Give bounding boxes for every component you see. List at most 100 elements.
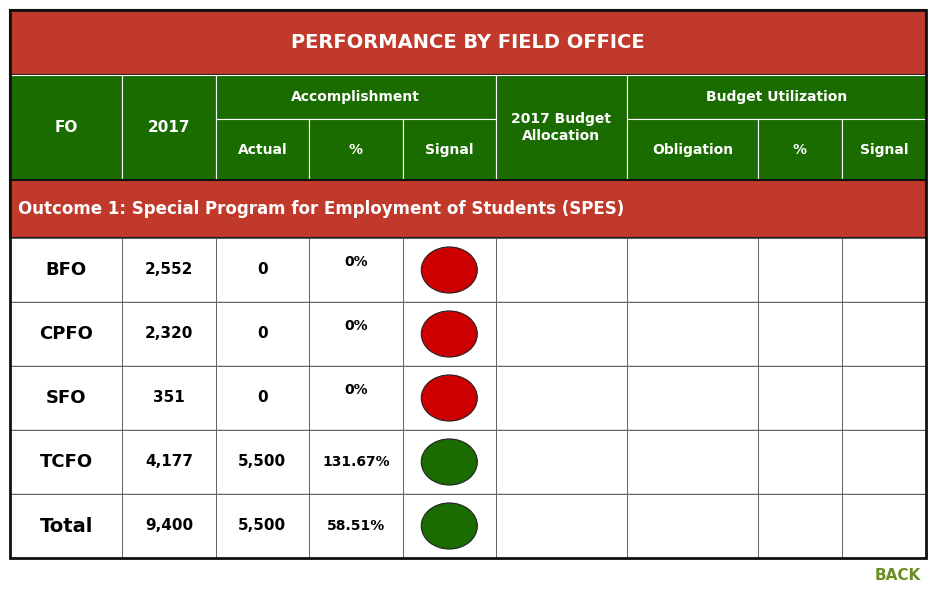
Bar bbox=[496, 430, 627, 494]
Bar bbox=[309, 238, 402, 302]
Bar bbox=[309, 494, 402, 558]
Bar bbox=[215, 430, 309, 494]
Bar bbox=[123, 366, 215, 430]
Text: Signal: Signal bbox=[425, 143, 474, 157]
Text: %: % bbox=[349, 143, 363, 157]
Bar bbox=[10, 238, 926, 302]
Text: 0%: 0% bbox=[344, 319, 368, 333]
Bar bbox=[10, 10, 926, 75]
Bar bbox=[215, 302, 309, 366]
Text: 351: 351 bbox=[153, 390, 184, 406]
Bar bbox=[10, 180, 926, 238]
Bar bbox=[496, 494, 627, 558]
Bar bbox=[123, 75, 215, 180]
Ellipse shape bbox=[421, 375, 477, 421]
Bar bbox=[123, 430, 215, 494]
Text: Actual: Actual bbox=[238, 143, 287, 157]
Bar bbox=[758, 430, 841, 494]
Bar bbox=[496, 75, 627, 180]
Bar bbox=[10, 75, 926, 180]
Bar bbox=[496, 302, 627, 366]
Ellipse shape bbox=[421, 311, 477, 357]
Bar bbox=[841, 302, 926, 366]
Bar bbox=[215, 494, 309, 558]
Text: 0%: 0% bbox=[344, 255, 368, 269]
Bar bbox=[402, 238, 496, 302]
Bar bbox=[402, 366, 496, 430]
Text: 5,500: 5,500 bbox=[239, 518, 286, 534]
Bar bbox=[123, 302, 215, 366]
Ellipse shape bbox=[421, 247, 477, 293]
Bar bbox=[758, 119, 841, 180]
Bar bbox=[627, 119, 758, 180]
Bar bbox=[758, 302, 841, 366]
Bar bbox=[402, 430, 496, 494]
Bar bbox=[841, 75, 926, 180]
Bar bbox=[758, 238, 841, 302]
Bar bbox=[841, 430, 926, 494]
Text: FO: FO bbox=[54, 120, 78, 135]
Bar bbox=[10, 238, 123, 302]
Bar bbox=[10, 430, 123, 494]
Text: CPFO: CPFO bbox=[39, 325, 93, 343]
Bar bbox=[309, 430, 402, 494]
Text: 2017: 2017 bbox=[148, 120, 190, 135]
Bar bbox=[309, 366, 402, 430]
Bar bbox=[309, 75, 402, 180]
Bar bbox=[10, 494, 926, 558]
Bar bbox=[627, 238, 758, 302]
Bar bbox=[402, 494, 496, 558]
Text: Signal: Signal bbox=[859, 143, 908, 157]
Bar bbox=[215, 75, 496, 119]
Text: Budget Utilization: Budget Utilization bbox=[706, 90, 847, 104]
Text: BACK: BACK bbox=[875, 567, 921, 583]
Text: 2017 Budget
Allocation: 2017 Budget Allocation bbox=[511, 113, 611, 143]
Bar bbox=[627, 75, 758, 180]
Text: 58.51%: 58.51% bbox=[327, 519, 385, 533]
Bar bbox=[309, 119, 402, 180]
Bar bbox=[123, 238, 215, 302]
Text: Accomplishment: Accomplishment bbox=[291, 90, 420, 104]
Bar bbox=[402, 75, 496, 180]
Bar bbox=[10, 494, 123, 558]
Bar bbox=[402, 302, 496, 366]
Bar bbox=[758, 75, 841, 180]
Text: 131.67%: 131.67% bbox=[322, 455, 389, 469]
Bar bbox=[215, 238, 309, 302]
Text: Total: Total bbox=[39, 517, 93, 536]
Bar bbox=[496, 366, 627, 430]
Text: TCFO: TCFO bbox=[39, 453, 93, 471]
Bar bbox=[10, 302, 123, 366]
Text: 2,552: 2,552 bbox=[145, 263, 193, 277]
Bar bbox=[10, 366, 123, 430]
Text: BFO: BFO bbox=[46, 261, 87, 279]
Bar bbox=[496, 238, 627, 302]
Bar bbox=[627, 366, 758, 430]
Text: 0%: 0% bbox=[344, 382, 368, 397]
Text: 0: 0 bbox=[257, 326, 268, 341]
Bar bbox=[841, 238, 926, 302]
Text: Outcome 1: Special Program for Employment of Students (SPES): Outcome 1: Special Program for Employmen… bbox=[18, 200, 624, 218]
Text: 9,400: 9,400 bbox=[145, 518, 193, 534]
Bar bbox=[10, 10, 926, 558]
Bar bbox=[123, 494, 215, 558]
Text: 5,500: 5,500 bbox=[239, 455, 286, 469]
Text: SFO: SFO bbox=[46, 389, 86, 407]
Text: 0: 0 bbox=[257, 390, 268, 406]
Bar bbox=[841, 366, 926, 430]
Bar bbox=[758, 494, 841, 558]
Bar bbox=[215, 119, 309, 180]
Bar bbox=[123, 75, 215, 180]
Bar bbox=[402, 119, 496, 180]
Bar bbox=[10, 75, 123, 180]
Text: Obligation: Obligation bbox=[651, 143, 733, 157]
Ellipse shape bbox=[421, 503, 477, 549]
Bar bbox=[10, 75, 123, 180]
Bar bbox=[309, 302, 402, 366]
Bar bbox=[496, 75, 627, 180]
Bar bbox=[627, 430, 758, 494]
Text: 0: 0 bbox=[257, 263, 268, 277]
Text: 2,320: 2,320 bbox=[145, 326, 193, 341]
Text: PERFORMANCE BY FIELD OFFICE: PERFORMANCE BY FIELD OFFICE bbox=[291, 33, 645, 52]
Bar bbox=[215, 75, 309, 180]
